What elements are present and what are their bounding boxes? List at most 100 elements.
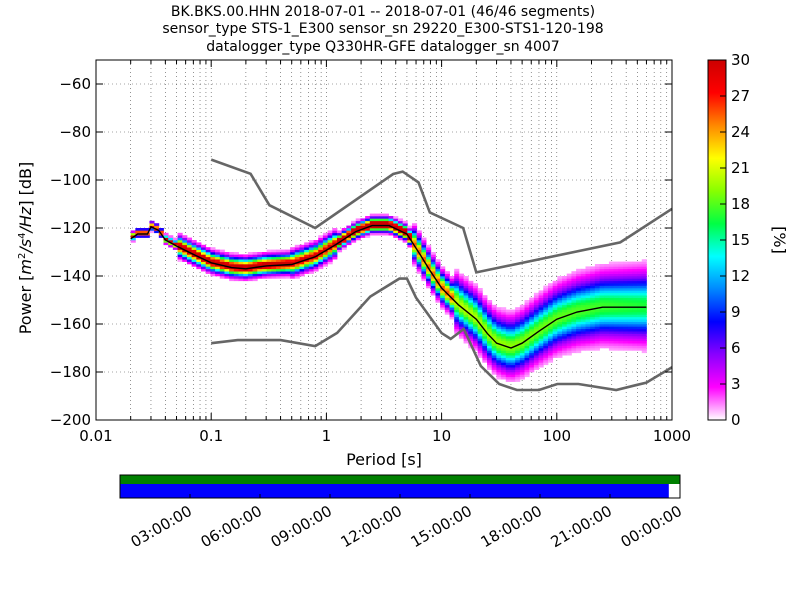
heatmap-cell <box>566 273 572 277</box>
heatmap-cell <box>571 338 577 342</box>
heatmap-cell <box>538 350 544 354</box>
heatmap-cell <box>252 259 258 262</box>
heatmap-cell <box>407 225 413 229</box>
heatmap-cell <box>533 360 540 363</box>
heatmap-cell <box>566 304 572 308</box>
heatmap-cell <box>186 242 193 246</box>
heatmap-cell <box>622 319 629 322</box>
heatmap-cell <box>472 312 479 315</box>
heatmap-cell <box>552 312 558 315</box>
heatmap-cell <box>149 223 155 226</box>
heatmap-cell <box>524 357 530 361</box>
heatmap-cell <box>397 235 404 238</box>
heatmap-cell <box>440 278 446 282</box>
heatmap-cell <box>458 288 464 291</box>
heatmap-cell <box>285 259 291 262</box>
heatmap-cell <box>566 331 572 334</box>
heatmap-cell <box>463 316 469 320</box>
heatmap-cell <box>613 273 619 277</box>
heatmap-cell <box>191 244 197 248</box>
heatmap-cell <box>580 283 586 286</box>
heatmap-cell <box>257 252 263 255</box>
heatmap-cell <box>210 252 216 255</box>
heatmap-cell <box>505 348 511 351</box>
heatmap-cell <box>510 379 516 382</box>
heatmap-cell <box>397 225 404 229</box>
heatmap-cell <box>397 237 404 241</box>
heatmap-cell <box>580 316 586 320</box>
heatmap-cell <box>505 338 511 342</box>
heatmap-cell <box>529 312 535 315</box>
heatmap-cell <box>477 352 483 356</box>
heatmap-cell <box>238 278 244 282</box>
heatmap-cell <box>566 302 572 306</box>
heatmap-cell <box>538 345 544 349</box>
heatmap-cell <box>186 247 193 250</box>
heatmap-cell <box>594 271 600 274</box>
heatmap-cell <box>552 345 558 349</box>
heatmap-cell <box>487 321 493 325</box>
heatmap-cell <box>566 300 572 303</box>
heatmap-cell <box>454 324 460 327</box>
heatmap-cell <box>271 268 277 272</box>
heatmap-cell <box>547 338 554 342</box>
heatmap-cell <box>299 254 305 258</box>
heatmap-cell <box>252 252 258 255</box>
heatmap-cell <box>627 348 633 351</box>
heatmap-cell <box>571 302 577 306</box>
heatmap-cell <box>533 321 540 325</box>
heatmap-cell <box>444 307 450 310</box>
heatmap-cell <box>379 216 385 219</box>
heatmap-cell <box>487 309 493 313</box>
heatmap-cell <box>454 278 460 282</box>
heatmap-cell <box>163 240 169 243</box>
heatmap-cell <box>566 290 572 294</box>
heatmap-cell <box>261 273 268 277</box>
heatmap-cell <box>308 259 314 262</box>
heatmap-cell <box>261 268 268 272</box>
heatmap-cell <box>177 252 183 255</box>
heatmap-cell <box>627 276 633 279</box>
heatmap-cell <box>290 271 296 274</box>
heatmap-cell <box>355 232 361 236</box>
heatmap-cell <box>313 261 319 265</box>
heatmap-cell <box>552 307 558 310</box>
heatmap-cell <box>543 304 549 308</box>
heatmap-cell <box>543 350 549 354</box>
heatmap-cell <box>219 271 225 274</box>
heatmap-cell <box>468 321 474 325</box>
heatmap-cell <box>510 352 516 356</box>
heatmap-cell <box>585 316 591 320</box>
heatmap-cell <box>491 309 497 313</box>
heatmap-cell <box>594 292 600 296</box>
heatmap-cell <box>627 316 633 320</box>
heatmap-cell <box>276 276 282 279</box>
heatmap-cell <box>416 266 422 270</box>
heatmap-cell <box>505 376 511 380</box>
heatmap-cell <box>285 261 291 265</box>
heatmap-cell <box>580 319 586 322</box>
heatmap-cell <box>599 290 605 294</box>
heatmap-cell <box>543 357 549 361</box>
heatmap-cell <box>332 249 338 253</box>
heatmap-cell <box>477 307 483 310</box>
heatmap-cell <box>562 316 568 320</box>
heatmap-cell <box>449 295 455 298</box>
heatmap-cell <box>449 278 455 282</box>
heatmap-cell <box>529 367 535 370</box>
heatmap-cell <box>632 321 638 325</box>
heatmap-cell <box>547 307 554 310</box>
heatmap-cell <box>369 228 375 231</box>
heatmap-cell <box>219 249 225 253</box>
heatmap-cell <box>599 302 605 306</box>
heatmap-cell <box>140 228 146 231</box>
heatmap-cell <box>571 295 577 298</box>
heatmap-cell <box>622 285 629 289</box>
heatmap-cell <box>632 261 638 265</box>
heatmap-cell <box>285 266 291 270</box>
heatmap-cell <box>622 297 629 301</box>
heatmap-cell <box>590 302 596 306</box>
heatmap-cell <box>538 302 544 306</box>
heatmap-cell <box>571 288 577 291</box>
heatmap-cell <box>529 369 535 373</box>
